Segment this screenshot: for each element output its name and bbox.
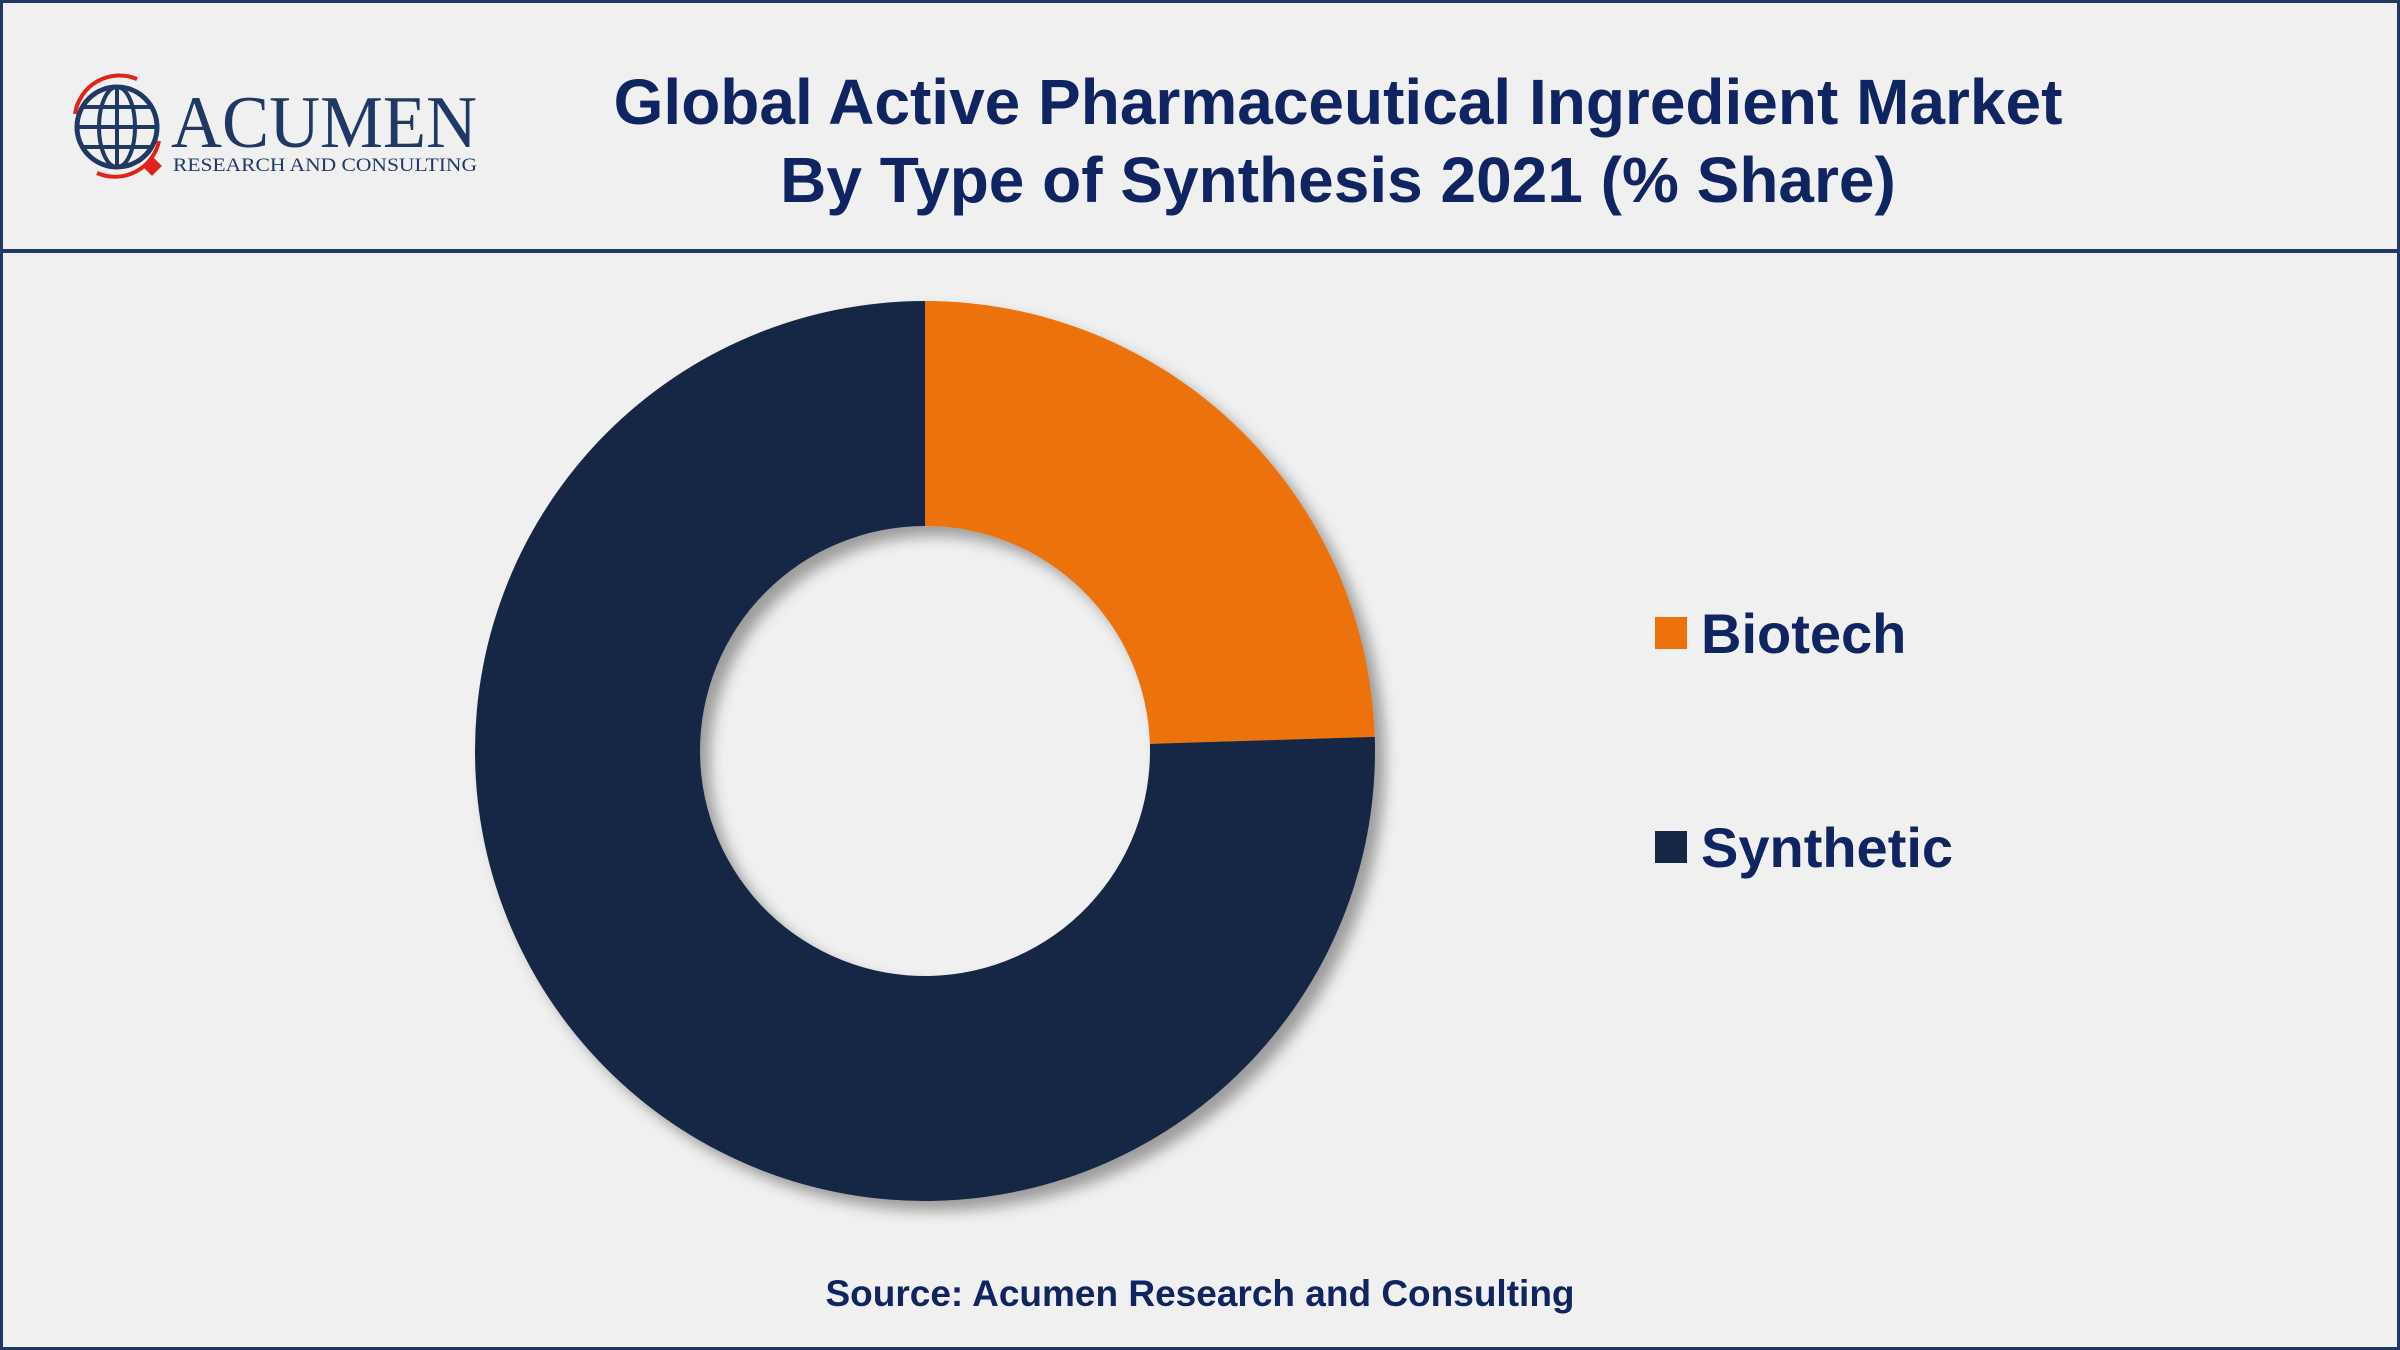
- legend-item-biotech: Biotech: [1655, 593, 1953, 673]
- chart-title-line-2: By Type of Synthesis 2021 (% Share): [780, 144, 1896, 216]
- donut-chart: [475, 301, 1375, 1201]
- donut-slice-biotech: [925, 301, 1375, 744]
- chart-title: Global Active Pharmaceutical Ingredient …: [503, 63, 2173, 219]
- donut-slice-synthetic: [475, 301, 1375, 1201]
- chart-title-line-1: Global Active Pharmaceutical Ingredient …: [613, 66, 2063, 138]
- header: ACUMEN RESEARCH AND CONSULTING Global Ac…: [3, 3, 2397, 253]
- legend-swatch-biotech: [1655, 617, 1687, 649]
- company-logo: ACUMEN RESEARCH AND CONSULTING: [67, 69, 487, 189]
- logo-tagline: RESEARCH AND CONSULTING: [173, 155, 477, 176]
- legend-label-synthetic: Synthetic: [1701, 815, 1954, 879]
- chart-legend: Biotech Synthetic: [1655, 593, 1953, 1021]
- logo-brand: ACUMEN: [171, 82, 477, 164]
- legend-label-biotech: Biotech: [1701, 601, 1907, 665]
- source-note: Source: Acumen Research and Consulting: [825, 1273, 1575, 1314]
- legend-swatch-synthetic: [1655, 831, 1687, 863]
- chart-area: Biotech Synthetic: [3, 253, 2397, 1253]
- legend-item-synthetic: Synthetic: [1655, 807, 1953, 887]
- globe-icon: [73, 73, 162, 179]
- logo-graphic: ACUMEN RESEARCH AND CONSULTING: [73, 73, 477, 179]
